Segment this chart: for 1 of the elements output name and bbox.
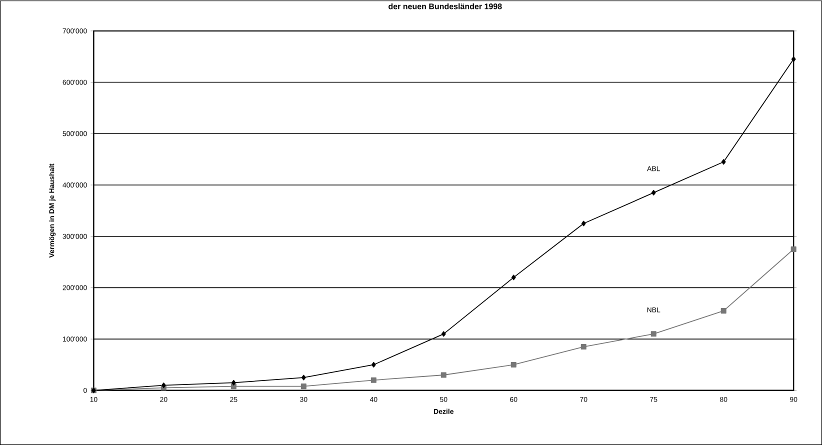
chart-title: der neuen Bundesländer 1998 [388,3,502,10]
